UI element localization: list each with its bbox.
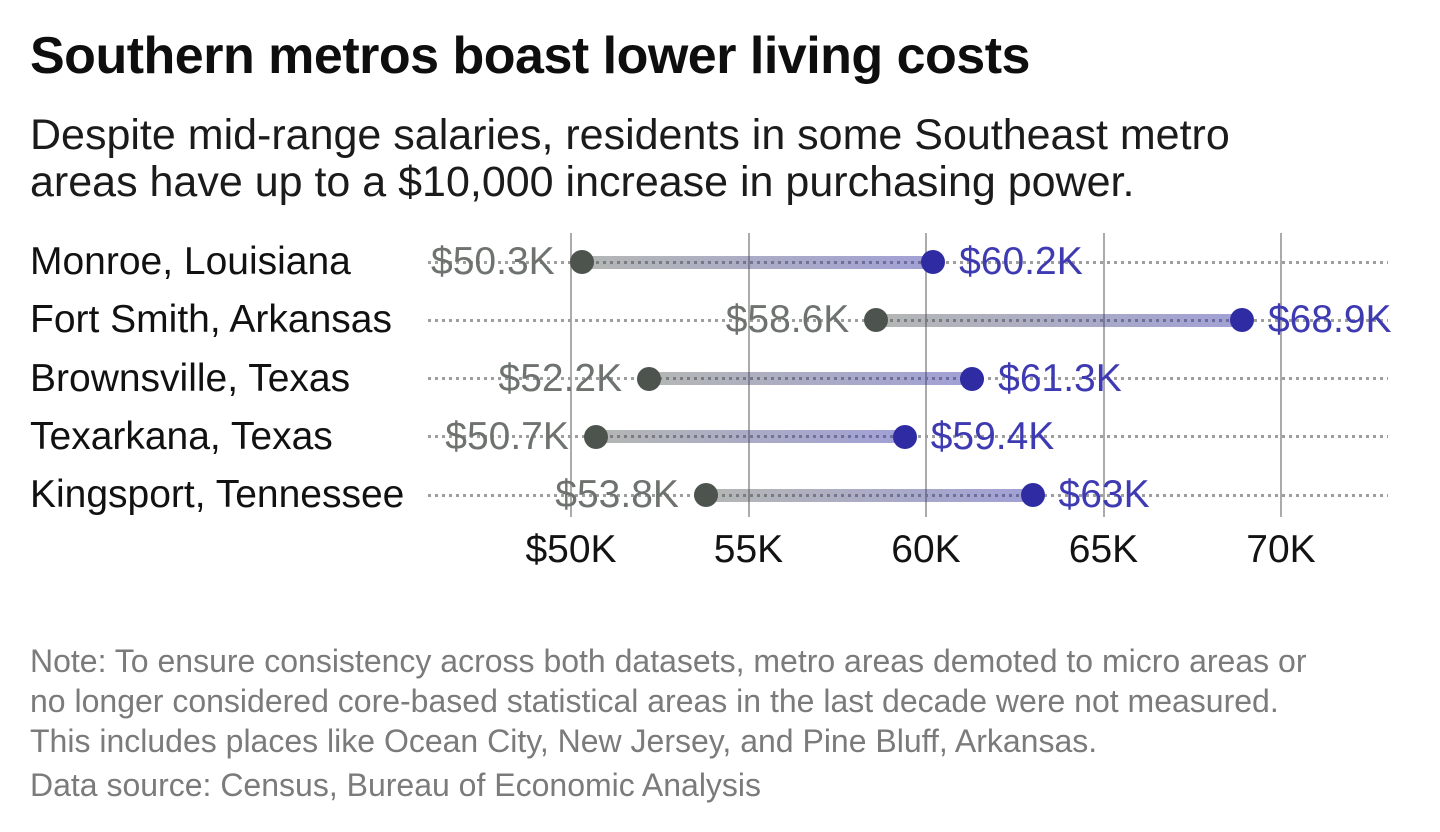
purchasing-power-value-label: $60.2K bbox=[959, 240, 1083, 283]
category-label: Monroe, Louisiana bbox=[30, 240, 351, 283]
chart-subtitle: Despite mid-range salaries, residents in… bbox=[30, 112, 1230, 206]
purchasing-power-dot bbox=[960, 366, 985, 391]
purchasing-power-dot bbox=[1020, 483, 1045, 507]
purchasing-power-value-label: $59.4K bbox=[930, 414, 1055, 458]
dumbbell-bar bbox=[705, 488, 1033, 502]
purchasing-power-value-label: $63K bbox=[1058, 473, 1150, 516]
category-label: Brownsville, Texas bbox=[30, 356, 351, 400]
category-label: Fort Smith, Arkansas bbox=[30, 298, 392, 342]
dumbbell-bar bbox=[876, 313, 1242, 327]
x-axis-tick-label: 70K bbox=[1246, 528, 1316, 571]
dumbbell-bar bbox=[581, 255, 934, 269]
purchasing-power-value-label: $61.3K bbox=[998, 356, 1122, 400]
salary-value-label: $50.3K bbox=[431, 240, 555, 283]
subtitle-line-2: areas have up to a $10,000 increase in p… bbox=[30, 158, 1135, 206]
salary-value-label: $53.8K bbox=[555, 473, 679, 516]
salary-dot bbox=[583, 424, 608, 449]
category-label: Texarkana, Texas bbox=[30, 414, 333, 458]
salary-dot bbox=[864, 308, 889, 333]
gridline bbox=[925, 233, 927, 517]
purchasing-power-value-label: $68.9K bbox=[1267, 298, 1392, 342]
footnote-line-2: no longer considered core-based statisti… bbox=[30, 683, 1279, 719]
x-axis-tick-label: 65K bbox=[1068, 528, 1139, 571]
x-axis-tick-label: 60K bbox=[891, 528, 961, 571]
purchasing-power-dot bbox=[1229, 308, 1254, 333]
leader-line bbox=[428, 493, 1388, 497]
purchasing-power-dot bbox=[892, 424, 917, 449]
dumbbell-bar bbox=[595, 430, 905, 444]
x-axis-tick-label: 55K bbox=[713, 528, 784, 571]
gridline bbox=[1280, 233, 1282, 517]
leader-line bbox=[428, 318, 1388, 322]
salary-dot bbox=[569, 250, 594, 274]
salary-dot bbox=[637, 366, 662, 391]
subtitle-line-1: Despite mid-range salaries, residents in… bbox=[30, 111, 1230, 159]
category-label: Kingsport, Tennessee bbox=[30, 473, 405, 516]
footnote-line-3: This includes places like Ocean City, Ne… bbox=[30, 723, 1098, 759]
dumbbell-bar bbox=[649, 372, 973, 385]
salary-dot bbox=[693, 483, 718, 507]
gridline bbox=[747, 233, 750, 517]
salary-value-label: $50.7K bbox=[445, 414, 569, 458]
chart-title: Southern metros boast lower living costs bbox=[30, 27, 1030, 85]
salary-value-label: $58.6K bbox=[725, 298, 850, 342]
leader-line bbox=[428, 377, 1388, 380]
gridline bbox=[1102, 233, 1105, 517]
data-source: Data source: Census, Bureau of Economic … bbox=[30, 767, 762, 803]
footnote-line-1: Note: To ensure consistency across both … bbox=[30, 643, 1307, 679]
purchasing-power-dot bbox=[921, 250, 946, 274]
leader-line bbox=[428, 260, 1388, 264]
salary-value-label: $52.2K bbox=[498, 356, 623, 400]
gridline bbox=[570, 233, 572, 517]
x-axis-tick-label: $50K bbox=[525, 528, 617, 571]
footnote: Note: To ensure consistency across both … bbox=[30, 641, 1306, 761]
